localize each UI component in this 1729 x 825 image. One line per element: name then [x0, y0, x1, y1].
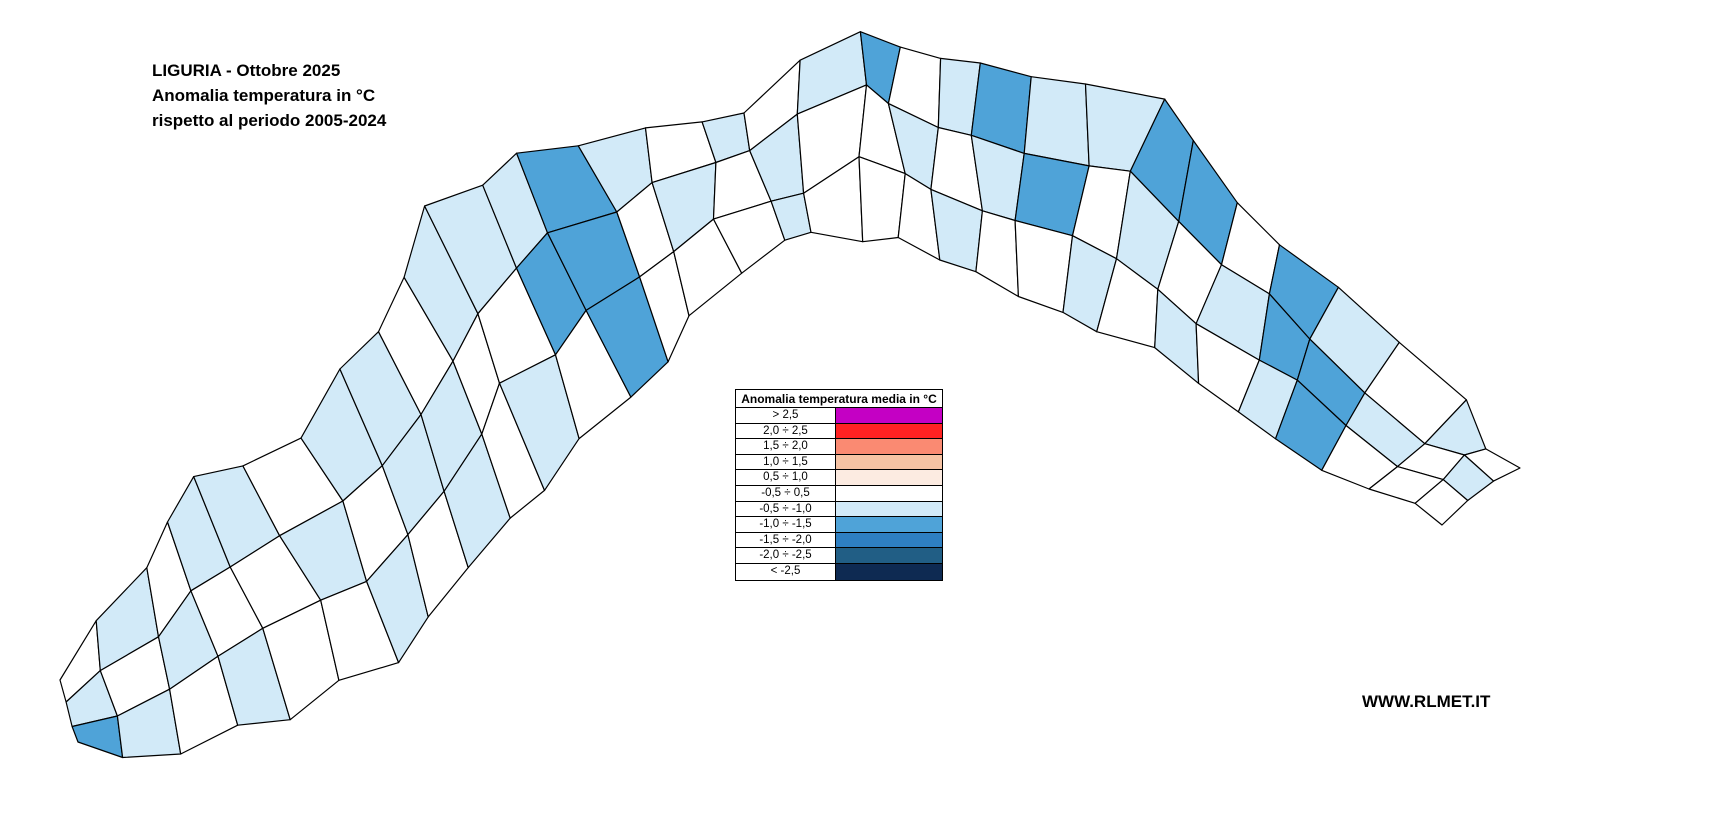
map-title-line3: rispetto al periodo 2005-2024: [152, 111, 387, 130]
map-region: [1014, 219, 1074, 313]
legend-range-label: -1,5 ÷ -2,0: [736, 532, 836, 548]
legend-row: 1,0 ÷ 1,5: [736, 454, 942, 471]
map-title-line1: LIGURIA - Ottobre 2025: [152, 61, 341, 80]
legend-range-label: 0,5 ÷ 1,0: [736, 470, 836, 485]
legend-row: 2,0 ÷ 2,5: [736, 423, 942, 440]
legend-range-label: -0,5 ÷ 0,5: [736, 485, 836, 501]
legend-title: Anomalia temperatura media in °C: [736, 390, 942, 408]
map-title: LIGURIA - Ottobre 2025 Anomalia temperat…: [152, 58, 386, 133]
legend-range-label: < -2,5: [736, 563, 836, 580]
legend-range-label: -2,0 ÷ -2,5: [736, 548, 836, 563]
map-title-line2: Anomalia temperatura in °C: [152, 86, 376, 105]
legend-range-label: 1,5 ÷ 2,0: [736, 439, 836, 454]
legend-color-swatch: [836, 485, 942, 501]
watermark: WWW.RLMET.IT: [1362, 692, 1491, 711]
legend-row: > 2,5: [736, 408, 942, 424]
legend-range-label: > 2,5: [736, 408, 836, 423]
legend-row: 0,5 ÷ 1,0: [736, 470, 942, 486]
legend-color-swatch: [836, 548, 942, 563]
legend-row: 1,5 ÷ 2,0: [736, 439, 942, 455]
legend-row: -0,5 ÷ 0,5: [736, 485, 942, 502]
map-region: [975, 210, 1020, 298]
legend-color-swatch: [836, 454, 942, 470]
legend-color-swatch: [836, 470, 942, 485]
legend-range-label: -0,5 ÷ -1,0: [736, 501, 836, 517]
legend-color-swatch: [836, 501, 942, 517]
legend-row: < -2,5: [736, 563, 942, 580]
legend-color-swatch: [836, 532, 942, 548]
legend-range-label: -1,0 ÷ -1,5: [736, 517, 836, 532]
map-region: [1414, 479, 1469, 526]
legend-color-swatch: [836, 563, 942, 580]
legend-color-swatch: [836, 517, 942, 532]
legend: Anomalia temperatura media in °C > 2,5 2,…: [735, 389, 943, 581]
legend-row: -2,0 ÷ -2,5: [736, 548, 942, 564]
legend-color-swatch: [836, 408, 942, 423]
legend-range-label: 1,0 ÷ 1,5: [736, 454, 836, 470]
legend-row: -1,0 ÷ -1,5: [736, 517, 942, 533]
legend-row: -1,5 ÷ -2,0: [736, 532, 942, 549]
legend-color-swatch: [836, 423, 942, 439]
legend-row: -0,5 ÷ -1,0: [736, 501, 942, 518]
map-region: [1023, 76, 1090, 167]
legend-rows: > 2,5 2,0 ÷ 2,5 1,5 ÷ 2,0 1,0 ÷ 1,5 0,5 ÷ 1,…: [736, 408, 942, 580]
legend-color-swatch: [836, 439, 942, 454]
legend-range-label: 2,0 ÷ 2,5: [736, 423, 836, 439]
